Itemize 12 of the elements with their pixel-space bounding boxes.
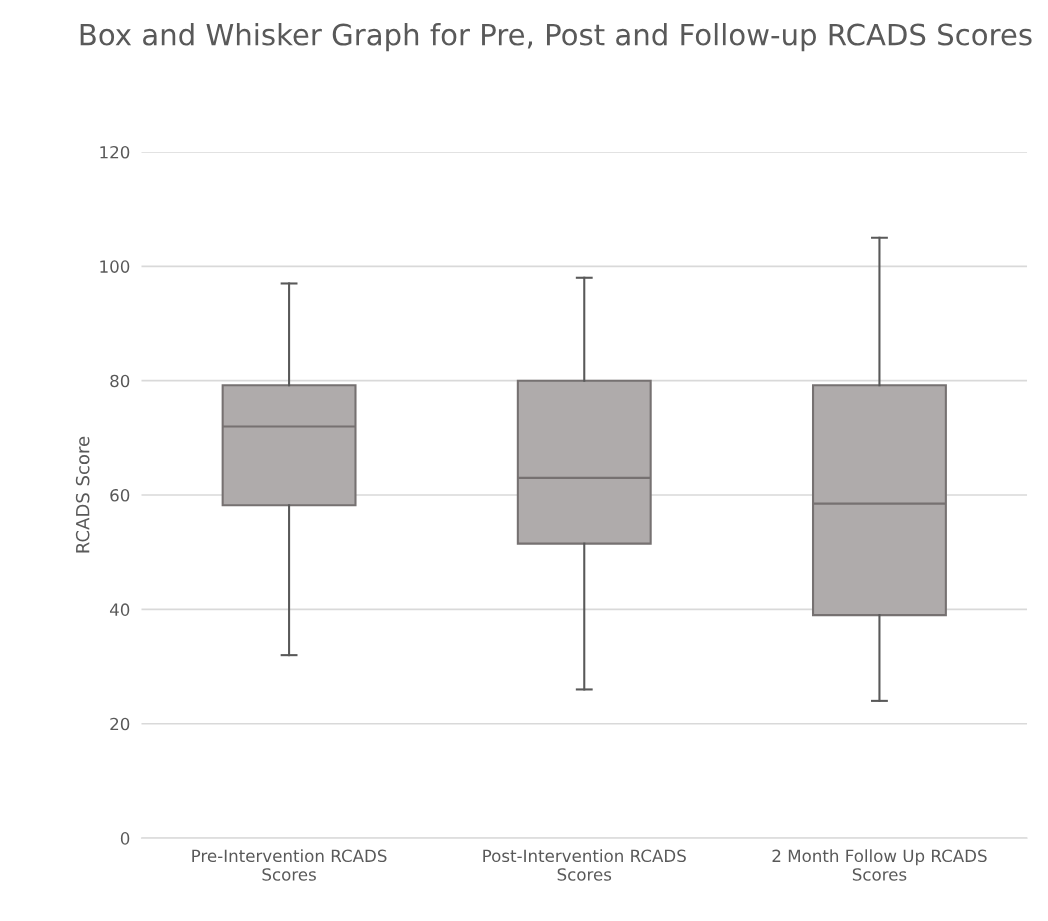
- y-axis-title: RCADS Score: [75, 436, 90, 553]
- chart-title: Box and Whisker Graph for Pre, Post and Follow-up RCADS Scores: [80, 23, 1032, 52]
- y-tick-label: 20: [110, 717, 130, 731]
- x-tick-label: Pre-Intervention RCADS Scores: [192, 849, 387, 881]
- y-tick-label: 120: [100, 145, 130, 159]
- y-tick-label: 40: [109, 603, 130, 616]
- y-tick-label: 80: [110, 374, 130, 388]
- x-tick-label: Post-Intervention RCADS Scores: [483, 849, 686, 881]
- y-tick-label: 0: [120, 832, 130, 845]
- y-tick-label: 60: [110, 489, 130, 502]
- x-tick-label: 2 Month Follow Up RCADS Scores: [772, 849, 987, 881]
- y-tick-label: 100: [100, 260, 130, 273]
